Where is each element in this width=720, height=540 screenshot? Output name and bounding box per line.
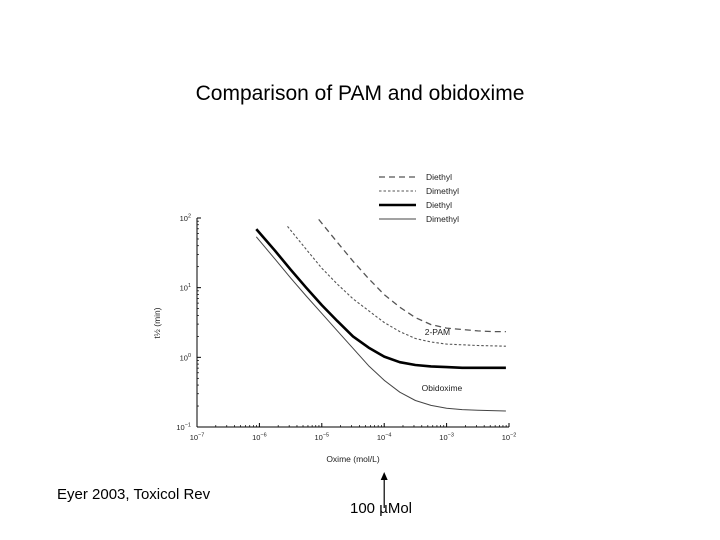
chart-annotations: 2-PAM Obidoxime — [422, 327, 463, 393]
source-credit: Eyer 2003, Toxicol Rev — [57, 486, 211, 503]
x-tick-label: 10−5 — [314, 433, 329, 443]
chart-annotation: Obidoxime — [422, 383, 463, 393]
marker-label: 100 µMol — [350, 500, 413, 517]
y-tick-label: 101 — [180, 283, 191, 293]
x-tick-label: 10−7 — [190, 433, 205, 443]
series-line — [255, 228, 506, 370]
chart-ticks: 10−7 10−6 10−5 10−4 10−3 10−2 102 101 100 10−1 — [176, 214, 516, 443]
x-axis-label: Oxime (mol/L) — [326, 454, 380, 464]
y-tick-label: 10−1 — [176, 423, 191, 433]
x-tick-label: 10−4 — [377, 433, 392, 443]
concentration-marker — [380, 472, 388, 508]
series-line — [287, 226, 506, 347]
legend-label: Diethyl — [426, 200, 452, 210]
legend-label: Diethyl — [426, 172, 452, 182]
series-line — [318, 218, 506, 333]
legend-label: Dimethyl — [426, 186, 459, 196]
chart-annotation: 2-PAM — [425, 327, 450, 337]
chart-legend: Diethyl Dimethyl Diethyl Dimethyl — [379, 172, 459, 224]
legend-label: Dimethyl — [426, 214, 459, 224]
y-axis-label: t½ (min) — [152, 307, 162, 338]
series-line — [255, 236, 506, 412]
y-tick-label: 100 — [180, 353, 191, 363]
x-tick-label: 10−3 — [439, 433, 454, 443]
chart-axes — [196, 218, 509, 428]
marker-arrow-head — [380, 472, 388, 480]
x-tick-label: 10−6 — [252, 433, 267, 443]
chart-series — [255, 218, 506, 412]
slide-title: Comparison of PAM and obidoxime — [195, 82, 525, 105]
y-tick-label: 102 — [180, 214, 191, 224]
x-tick-label: 10−2 — [502, 433, 517, 443]
